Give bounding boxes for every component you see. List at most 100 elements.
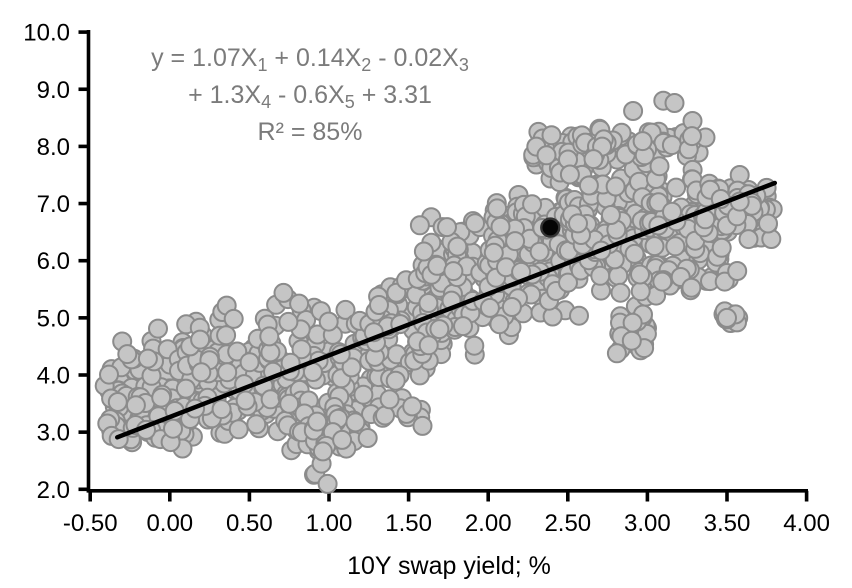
scatter-point [317,473,338,494]
scatter-point [630,281,651,302]
scatter-point [379,389,400,410]
scatter-point [632,131,653,152]
scatter-point [649,156,670,177]
scatter-point [409,215,430,236]
scatter-point [239,352,260,373]
scatter-point [227,341,248,362]
scatter-point [681,277,702,298]
equation-subscript: 2 [361,55,372,75]
scatter-point [99,364,119,385]
x-tick-label: 1.50 [385,510,432,537]
scatter-point [437,217,457,238]
y-tick-label: 7.0 [37,191,70,218]
scatter-point [369,295,389,315]
equation-line: + 1.3X4 - 0.6X5 + 3.31 [110,80,510,117]
scatter-point [447,236,468,257]
scatter-point [630,264,650,285]
scatter-point [569,305,589,326]
scatter-point [273,282,294,303]
y-tick-label: 5.0 [37,305,70,332]
scatter-point [289,293,310,314]
scatter-point [175,378,196,399]
axes [78,30,809,502]
scatter-point [453,316,473,337]
x-tick-label: 1.00 [306,510,353,537]
scatter-point [738,229,759,250]
scatter-point [228,419,249,440]
scatter-points [94,90,783,494]
scatter-point [413,241,434,262]
scatter-point [235,390,256,411]
scatter-point [621,330,642,351]
scatter-point [665,236,686,257]
x-tick-label: 2.50 [544,510,591,537]
equation-subscript: 4 [261,92,272,112]
scatter-point [259,326,280,347]
scatter-point [558,272,578,293]
x-axis-title: 10Y swap yield; % [347,552,551,580]
scatter-point [489,314,510,335]
scatter-point [260,389,281,410]
equation-text: - 0.02X [371,44,459,72]
scatter-point [335,299,356,320]
scatter-point [522,194,543,215]
x-tick-label: 0.00 [146,510,193,537]
scatter-point [465,213,485,234]
scatter-point [353,384,374,405]
scatter-point [610,282,631,303]
scatter-point [125,395,146,416]
scatter-point [312,441,333,462]
scatter-point [464,335,485,356]
scatter-point [590,265,611,286]
scatter-point [357,428,378,448]
scatter-point [483,242,504,263]
equation-text: R² = 85% [257,118,363,146]
equation-text: + 1.3X [188,81,262,109]
scatter-point [541,125,562,146]
scatter-point [291,339,312,360]
x-tick-label: 0.50 [226,510,273,537]
scatter-point [402,396,423,417]
regression-line [115,180,778,440]
scatter-point [217,362,238,383]
scatter-point [758,213,778,234]
tick-labels: 2.0 3.0 4.0 5.0 6.0 7.0 8.0 9.0 10.0 -0.50 0.00 0.5… [23,20,830,537]
scatter-point [666,177,687,198]
scatter-point [191,362,212,383]
x-tick-label: -0.50 [63,510,118,537]
scatter-point [623,101,644,121]
scatter-point [412,415,433,436]
scatter-point [682,126,702,147]
equation-subscript: 3 [458,55,469,75]
x-tick-label: 4.00 [783,510,830,537]
scatter-point [443,261,464,282]
scatter-point [717,307,737,328]
scatter-point [479,297,500,318]
scatter-point [606,343,627,364]
y-tick-label: 4.0 [37,363,70,390]
scatter-point [568,213,588,234]
equation-text: + 3.31 [354,81,432,109]
scatter-point [137,348,158,369]
scatter-point [385,370,406,391]
scatter-point [429,319,450,340]
y-tick-label: 9.0 [37,77,70,104]
highlight-point [540,217,561,238]
scatter-point [190,329,211,350]
scatter-point [307,411,328,432]
scatter-point [578,175,599,196]
scatter-point [216,325,237,346]
scatter-point [727,261,748,281]
equation-subscript: 5 [344,92,355,112]
y-tick-label: 3.0 [37,420,70,447]
regression-equation: y = 1.07X1 + 0.14X2 - 0.02X3 + 1.3X4 - 0.… [110,43,510,147]
scatter-point [418,293,439,313]
equation-line: R² = 85% [110,117,510,147]
equation-text: y = 1.07X [151,44,258,72]
equation-subscript: 1 [257,55,268,75]
scatter-point [279,393,300,414]
scatter-point [318,311,339,332]
scatter-point [163,418,183,439]
